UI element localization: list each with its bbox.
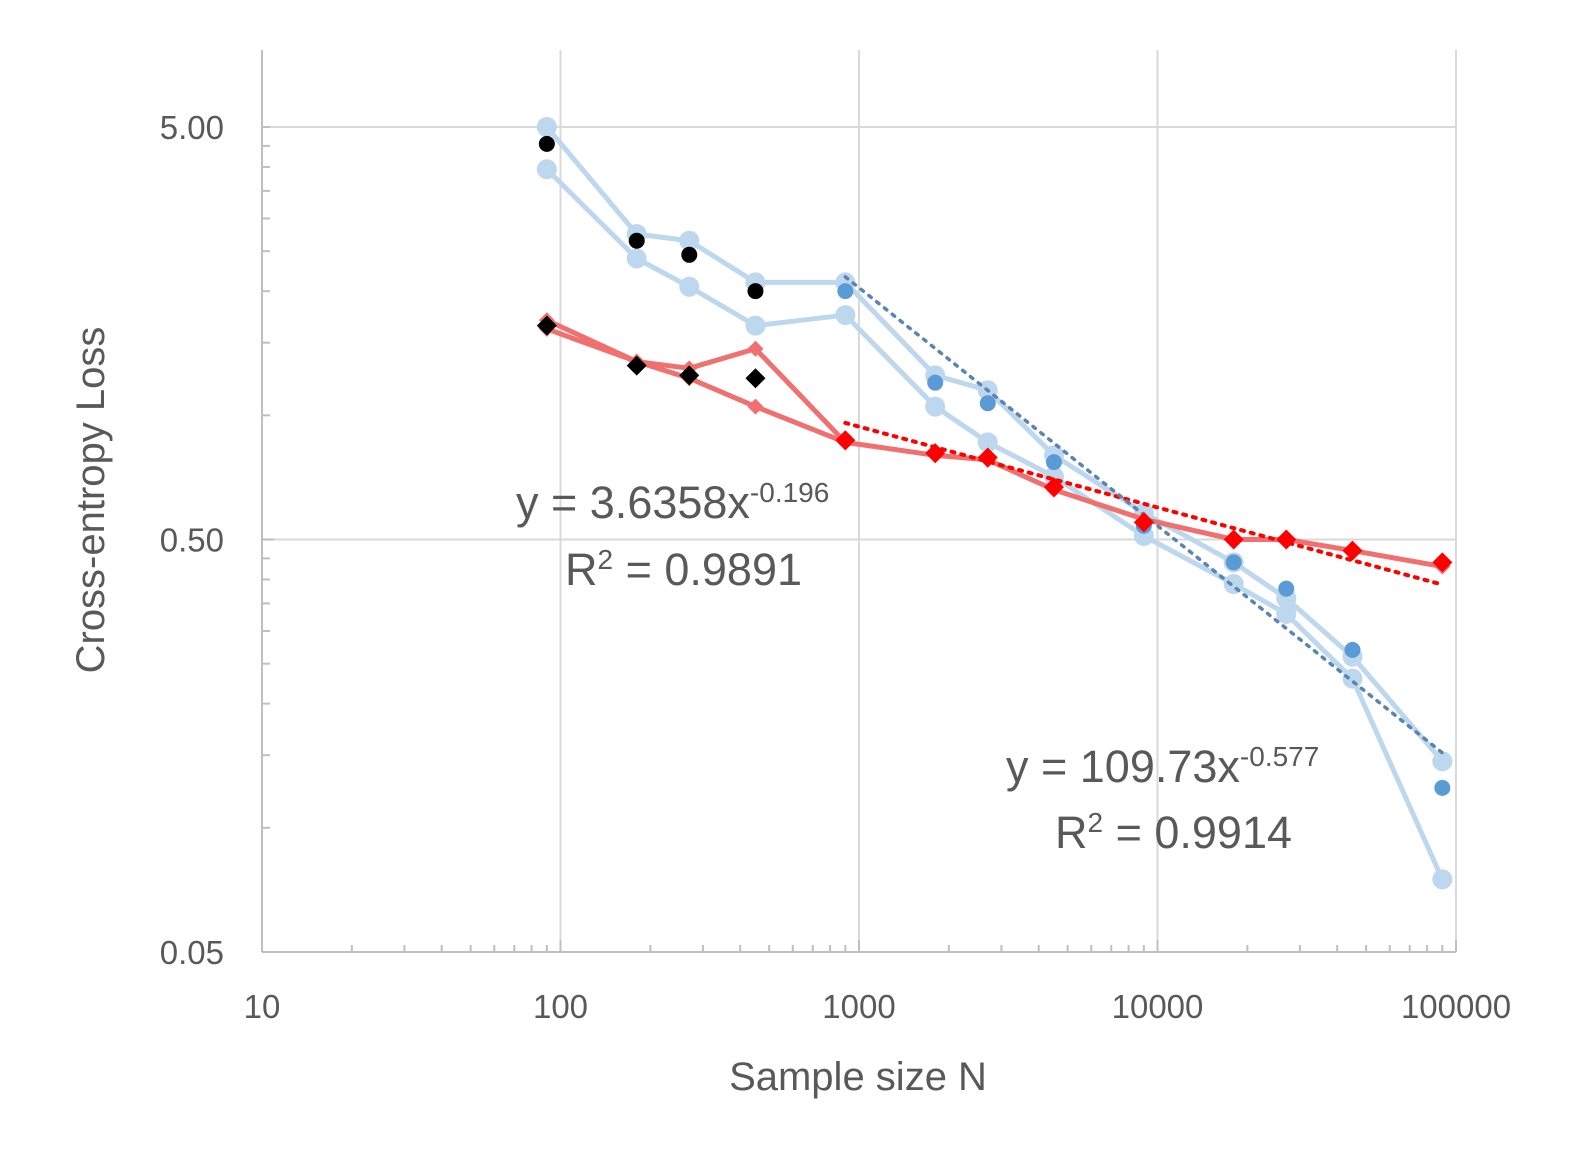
black-point [747,283,764,300]
black-point [628,232,645,249]
blue-series-point [1223,574,1244,595]
trendline-r2-blue: R2 = 0.9914 [1055,807,1292,858]
blue-series-point [925,396,946,417]
red-series-point [747,340,764,357]
blue-series-point [1432,751,1453,772]
x-tick-label: 1000 [822,988,895,1025]
y-tick-label: 0.05 [160,934,224,971]
blue-series-point [679,276,700,297]
black-diamond-point [679,365,700,386]
red-mean-point [835,430,856,451]
blue-series-point [626,248,647,269]
blue-mean-point [1434,779,1451,796]
x-tick-label: 10 [244,988,281,1025]
x-tick-label: 100000 [1401,988,1511,1025]
red-mean-point [925,443,946,464]
black-point [681,246,698,263]
red-mean-point [977,447,998,468]
red-mean-point [1432,552,1453,573]
blue-mean-point [979,395,996,412]
y-tick-label: 0.50 [160,522,224,559]
red-mean-point [1276,529,1297,550]
blue-series-point [1276,603,1297,624]
trendline-r2-red: R2 = 0.9891 [565,544,802,595]
tick-labels: 10 100 1000 10000 100000 0.05 0.50 5.00 [160,109,1511,1025]
blue-series-point [679,230,700,251]
y-tick-label: 5.00 [160,109,224,146]
y-axis-title: Cross-entropy Loss [69,327,113,674]
series-layer [536,117,1453,890]
axes [261,50,1457,953]
black-diamond-point [745,368,766,389]
blue-mean-point [1278,580,1295,597]
trendline-equation-red: y = 3.6358x-0.196 [516,477,829,528]
x-tick-label: 100 [533,988,588,1025]
x-axis-title: Sample size N [729,1055,987,1099]
red-series-point [747,398,764,415]
black-diamond-point [536,315,557,336]
blue-mean-point [927,374,944,391]
red-mean-point [1133,512,1154,533]
trendline [843,420,1445,587]
x-tick-label: 10000 [1112,988,1204,1025]
blue-series-point [536,159,557,180]
black-point [538,135,555,152]
red-mean-point [1342,540,1363,561]
blue-series-point [835,305,856,326]
red-mean-point [1043,477,1064,498]
blue-mean-point [837,283,854,300]
blue-series-point [977,432,998,453]
black-diamond-point [626,355,647,376]
gridlines [262,50,1457,952]
blue-series-point [1342,668,1363,689]
blue-series-point [536,117,557,137]
blue-mean-point [1045,454,1062,471]
blue-series-point [745,315,766,336]
red-mean-point [1223,529,1244,550]
blue-series-point [1432,869,1453,890]
blue-mean-point [1344,641,1361,658]
trendline-equation-blue: y = 109.73x-0.577 [1006,741,1319,792]
blue-mean-point [1225,554,1242,571]
